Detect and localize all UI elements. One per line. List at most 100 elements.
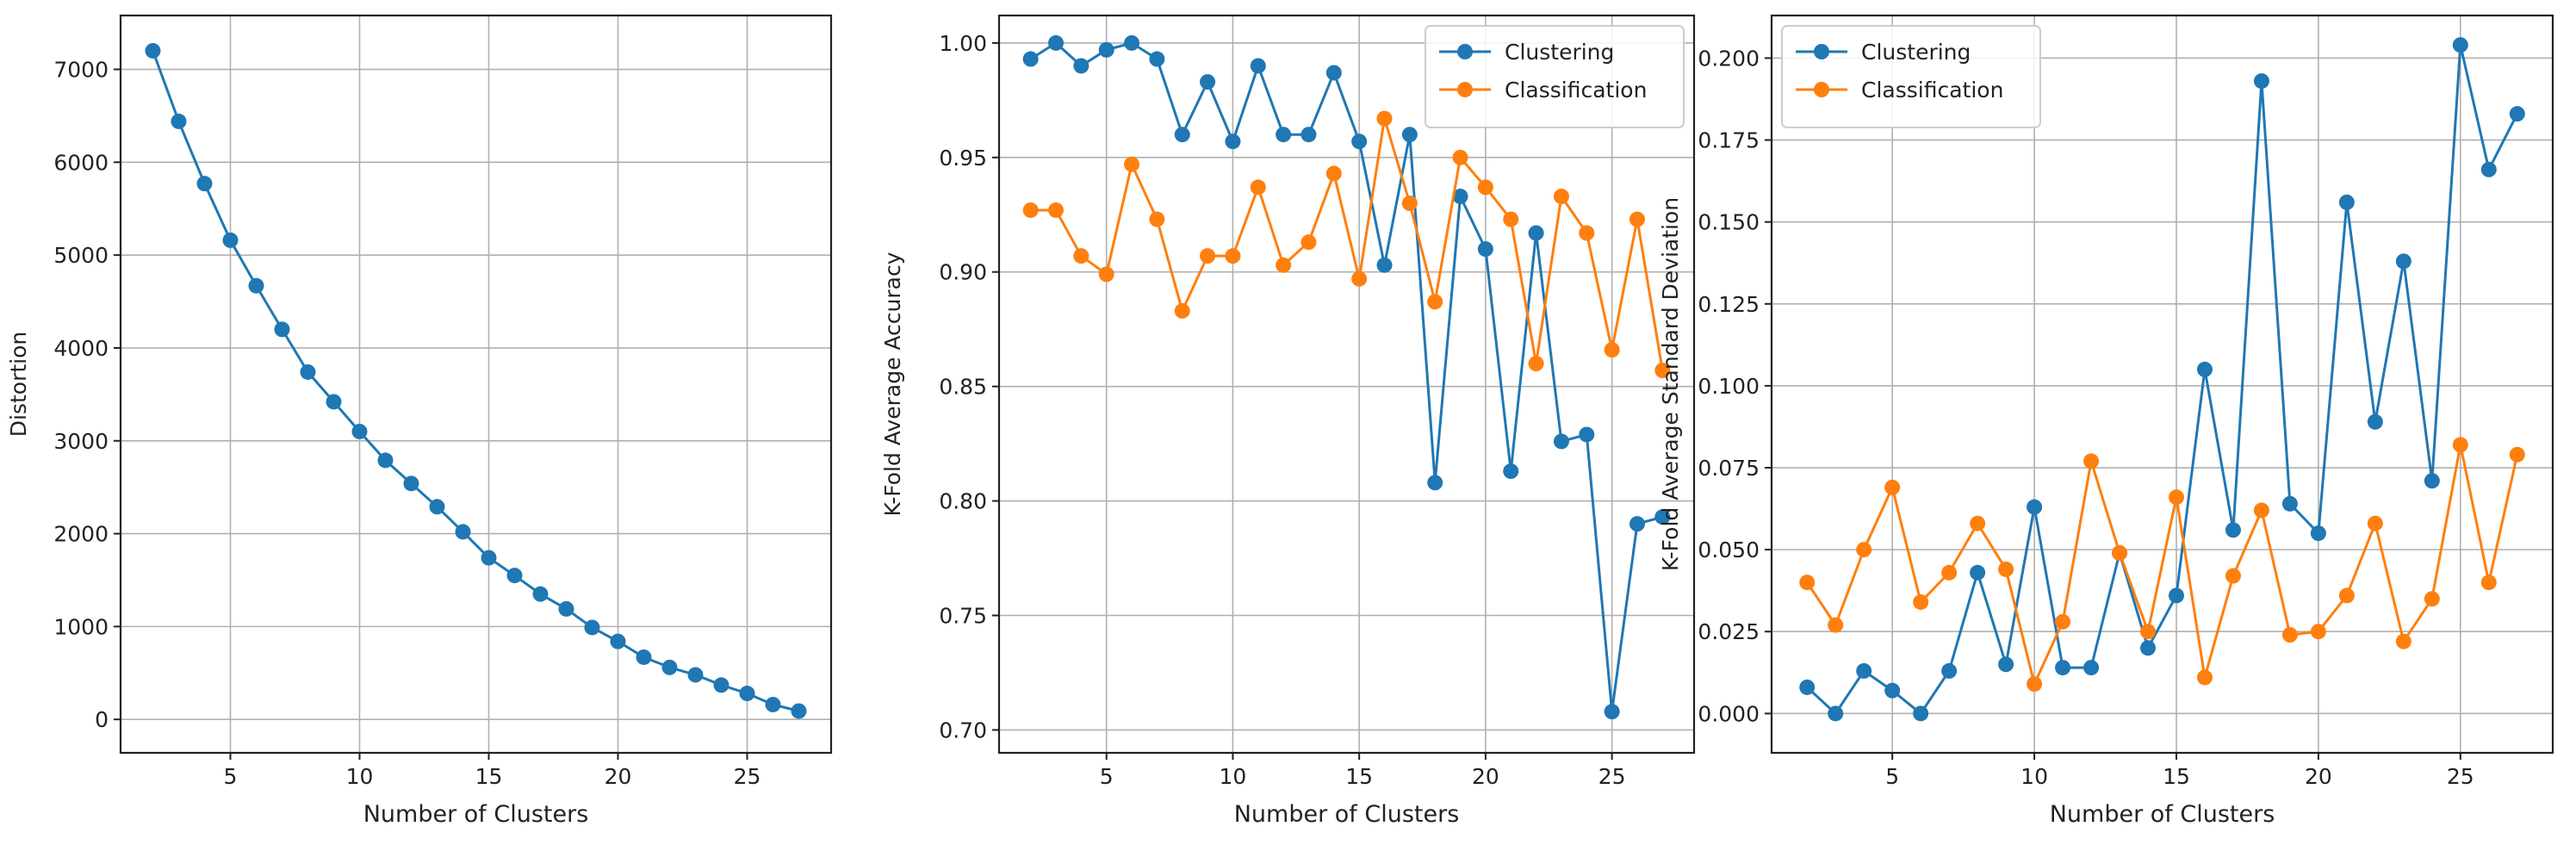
data-point bbox=[2338, 587, 2355, 604]
data-point bbox=[1300, 234, 1317, 251]
data-point bbox=[558, 600, 574, 617]
x-axis-label: Number of Clusters bbox=[363, 801, 589, 828]
data-point bbox=[1452, 149, 1468, 165]
x-tick-label: 5 bbox=[1885, 764, 1899, 789]
data-point bbox=[1503, 463, 1519, 480]
chart-panel-1: 5 10 15 20 25 0 1000 2000 3000 4000 5000 6000 7000 Nu… bbox=[6, 14, 833, 828]
legend-label: Classification bbox=[1861, 78, 2003, 103]
y-tick-label: 0.90 bbox=[939, 260, 987, 285]
data-point bbox=[610, 633, 626, 649]
data-point bbox=[2196, 669, 2213, 686]
y-tick-label: 0.025 bbox=[1698, 619, 1760, 644]
x-tick-label: 15 bbox=[475, 764, 503, 789]
data-point bbox=[1225, 134, 1241, 150]
data-point bbox=[2253, 502, 2269, 519]
data-point bbox=[1528, 225, 1544, 241]
data-point bbox=[2395, 633, 2412, 649]
series-line bbox=[1805, 444, 2519, 688]
data-point bbox=[1376, 110, 1393, 127]
y-tick-label: 0.150 bbox=[1698, 210, 1760, 235]
data-point bbox=[1604, 704, 1620, 720]
data-point bbox=[2281, 495, 2298, 512]
data-point bbox=[2509, 446, 2525, 463]
x-tick-label: 25 bbox=[734, 764, 761, 789]
data-point bbox=[1629, 516, 1645, 532]
chart-panel-3: 5 10 15 20 25 0.000 0.025 0.050 0.075 0.100 0.125 0… bbox=[1658, 14, 2554, 828]
data-point bbox=[1913, 593, 1929, 610]
data-point bbox=[1970, 564, 1986, 581]
data-point bbox=[765, 696, 781, 712]
data-point bbox=[2281, 627, 2298, 643]
data-point bbox=[1477, 241, 1493, 258]
data-point bbox=[2027, 499, 2043, 515]
data-point bbox=[1799, 679, 1816, 695]
legend-marker bbox=[1814, 44, 1829, 59]
series-line bbox=[1806, 44, 2519, 716]
data-point bbox=[326, 394, 342, 410]
data-point bbox=[2083, 453, 2100, 469]
data-point bbox=[2253, 73, 2269, 90]
y-tick-label: 0.80 bbox=[939, 489, 987, 514]
x-tick-label: 25 bbox=[2447, 764, 2474, 789]
data-point bbox=[2509, 106, 2525, 122]
series-clustering bbox=[1799, 37, 2525, 722]
data-point bbox=[661, 659, 678, 675]
data-point bbox=[1174, 127, 1190, 143]
data-point bbox=[2310, 624, 2326, 640]
data-point bbox=[196, 176, 213, 192]
data-point bbox=[145, 42, 161, 59]
data-point bbox=[1124, 34, 1140, 51]
y-tick-label: 0.075 bbox=[1698, 456, 1760, 481]
data-point bbox=[1579, 225, 1595, 241]
y-tick-label: 0.200 bbox=[1698, 46, 1760, 71]
data-point bbox=[1913, 705, 1929, 722]
data-point bbox=[584, 619, 600, 636]
data-point bbox=[1799, 575, 1816, 591]
data-point bbox=[1073, 248, 1089, 264]
data-point bbox=[1325, 65, 1342, 81]
legend-label: Classification bbox=[1505, 78, 1647, 103]
data-point bbox=[1200, 74, 1216, 90]
data-point bbox=[1098, 41, 1114, 58]
y-tick-label: 6000 bbox=[53, 150, 109, 175]
legend-label: Clustering bbox=[1861, 40, 1971, 65]
data-point bbox=[1174, 302, 1190, 319]
y-tick-label: 0.175 bbox=[1698, 128, 1760, 153]
data-point bbox=[2168, 489, 2184, 506]
data-point bbox=[1452, 189, 1468, 205]
data-point bbox=[1884, 682, 1901, 699]
data-point bbox=[1225, 248, 1241, 264]
data-point bbox=[377, 452, 394, 469]
data-point bbox=[351, 423, 368, 439]
data-point bbox=[1884, 479, 1901, 495]
data-point bbox=[1149, 51, 1165, 67]
y-tick-label: 0.95 bbox=[939, 146, 987, 171]
axes-frame bbox=[997, 14, 1696, 755]
data-point bbox=[2140, 624, 2157, 640]
legend: Clustering Classification bbox=[1425, 25, 1685, 128]
y-tick-label: 5000 bbox=[53, 243, 109, 268]
data-point bbox=[1629, 211, 1645, 227]
data-point bbox=[2055, 660, 2071, 676]
data-point bbox=[1300, 127, 1317, 143]
series-clustering bbox=[1022, 34, 1671, 720]
data-point bbox=[2196, 361, 2213, 377]
legend-marker bbox=[1457, 44, 1473, 59]
x-tick-label: 5 bbox=[224, 764, 238, 789]
series-1 bbox=[145, 42, 807, 719]
data-point bbox=[1828, 705, 1844, 722]
x-tick-label: 25 bbox=[1598, 764, 1626, 789]
series-line bbox=[1030, 118, 1664, 371]
data-point bbox=[791, 703, 807, 719]
data-point bbox=[1276, 127, 1292, 143]
data-point bbox=[739, 686, 755, 702]
axes-frame bbox=[1770, 14, 2554, 755]
data-point bbox=[1250, 179, 1266, 196]
data-point bbox=[455, 524, 471, 540]
data-point bbox=[2480, 161, 2497, 177]
x-tick-label: 20 bbox=[605, 764, 632, 789]
data-point bbox=[2395, 253, 2412, 270]
data-point bbox=[1250, 58, 1266, 74]
data-point bbox=[481, 550, 497, 566]
